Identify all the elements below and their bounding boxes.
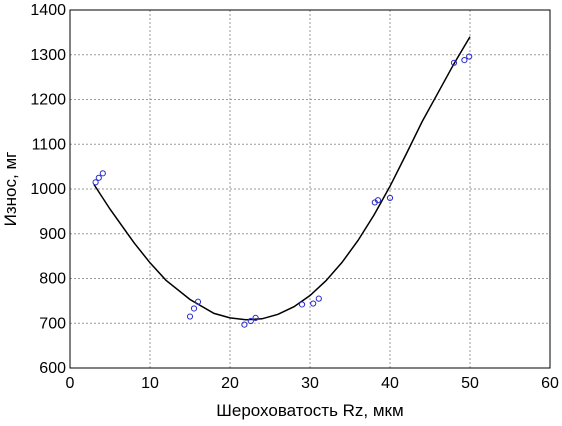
data-point bbox=[315, 295, 322, 302]
data-point bbox=[450, 59, 458, 66]
data-point bbox=[461, 57, 468, 64]
y-tick-label: 1200 bbox=[30, 92, 66, 109]
data-point bbox=[194, 298, 202, 305]
grid bbox=[70, 10, 550, 368]
x-tick-label: 20 bbox=[221, 375, 239, 392]
data-point bbox=[190, 305, 198, 312]
y-tick-label: 800 bbox=[39, 271, 66, 288]
x-tick-label: 40 bbox=[381, 375, 399, 392]
y-tick-label: 700 bbox=[39, 315, 66, 332]
data-point bbox=[310, 300, 317, 307]
y-tick-label: 1300 bbox=[30, 47, 66, 64]
data-points-layer bbox=[92, 53, 473, 328]
x-tick-label: 0 bbox=[66, 375, 75, 392]
data-point bbox=[186, 313, 194, 320]
y-tick-label: 1100 bbox=[32, 136, 67, 153]
fit-curve bbox=[93, 36, 471, 321]
data-point bbox=[99, 170, 106, 177]
y-tick-label: 1400 bbox=[30, 2, 66, 19]
y-tick-label: 600 bbox=[39, 360, 66, 377]
y-axis-title: Износ, мг bbox=[1, 152, 20, 227]
data-point bbox=[374, 197, 382, 204]
data-point bbox=[252, 314, 259, 321]
x-tick-labels: 0 10 20 30 40 50 60 bbox=[66, 375, 559, 392]
data-point bbox=[92, 179, 99, 186]
data-point bbox=[298, 301, 306, 308]
fit-curve-layer bbox=[93, 36, 471, 321]
data-point bbox=[466, 53, 473, 60]
x-tick-label: 50 bbox=[461, 375, 479, 392]
y-tick-label: 900 bbox=[39, 226, 66, 243]
x-axis-title: Шероховатость Rz, мкм bbox=[216, 401, 403, 420]
data-point bbox=[95, 174, 102, 181]
x-tick-label: 60 bbox=[541, 375, 559, 392]
y-tick-labels: 600 700 800 900 1000 1100 1200 1300 1400 bbox=[30, 2, 66, 377]
data-point bbox=[247, 317, 254, 325]
x-tick-label: 10 bbox=[141, 375, 159, 392]
x-tick-label: 30 bbox=[301, 375, 319, 392]
plot-frame bbox=[69, 9, 551, 369]
data-point bbox=[241, 321, 248, 328]
y-tick-label: 1000 bbox=[30, 181, 66, 198]
data-point bbox=[386, 194, 394, 202]
